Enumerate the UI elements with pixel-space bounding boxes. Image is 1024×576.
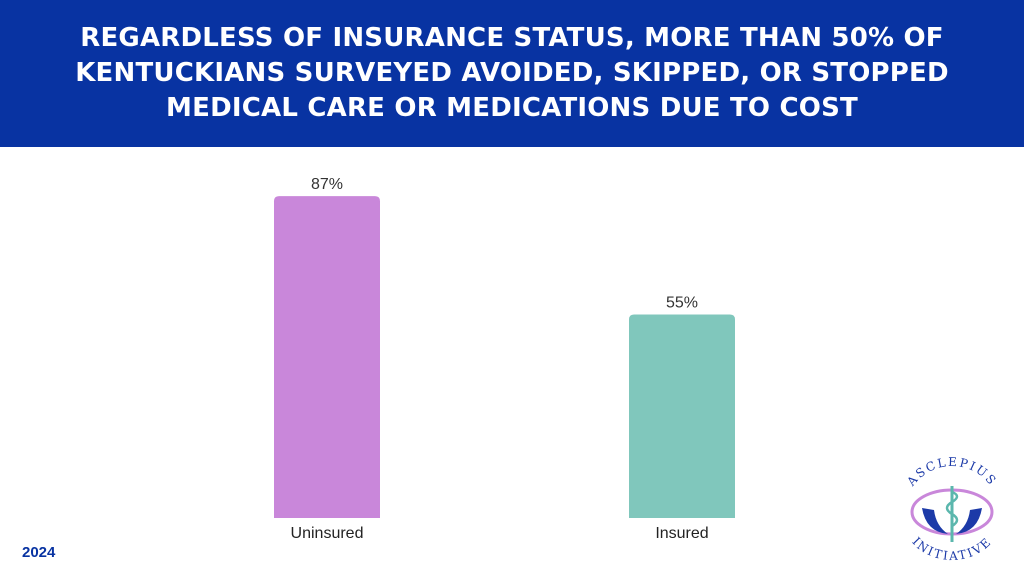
category-label-uninsured: Uninsured xyxy=(291,525,364,542)
page-title: REGARDLESS OF INSURANCE STATUS, MORE THA… xyxy=(75,23,949,123)
data-label-insured: 55% xyxy=(666,295,698,312)
logo-top-text: ASCLEPIUS xyxy=(904,455,1000,489)
right-hand-icon xyxy=(956,508,982,534)
serpent-icon xyxy=(945,490,959,528)
year-label: 2024 xyxy=(22,544,56,561)
left-hand-icon xyxy=(922,508,948,534)
asclepius-initiative-logo: ASCLEPIUS INITIATIVE xyxy=(904,455,1000,563)
bars-group xyxy=(274,196,735,518)
title-banner: REGARDLESS OF INSURANCE STATUS, MORE THA… xyxy=(0,0,1024,147)
bar-insured xyxy=(629,314,735,518)
data-label-uninsured: 87% xyxy=(311,176,343,193)
bar-chart: 87% Uninsured 55% Insured xyxy=(274,176,735,542)
bar-uninsured xyxy=(274,196,380,518)
labels-group: 87% Uninsured 55% Insured xyxy=(291,176,709,542)
category-label-insured: Insured xyxy=(655,525,708,542)
